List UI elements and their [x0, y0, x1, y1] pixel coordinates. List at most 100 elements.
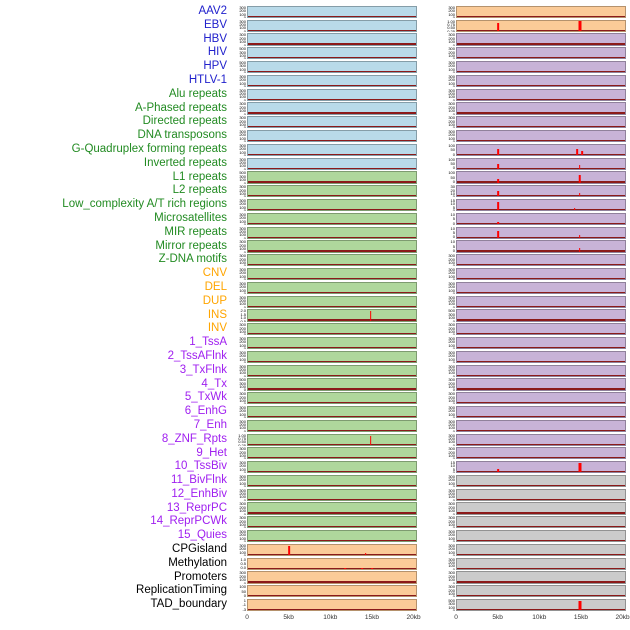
- track-row-hiv: HIV 500 300 100 0 300 200 100 0: [0, 46, 630, 60]
- y-tick-label: 200: [239, 104, 246, 110]
- track-row-dna-transposons: DNA transposons 300 200 100 0 300 200 100 0: [0, 129, 630, 143]
- track-label: 7_Enh: [193, 418, 227, 431]
- y-tick-label: 200: [448, 270, 455, 276]
- y-tick-label: 0: [243, 42, 246, 46]
- track-panel-right: [456, 516, 626, 529]
- signal-baseline: [457, 512, 625, 514]
- y-tick-label: 100: [448, 494, 455, 500]
- signal-baseline: [457, 346, 625, 349]
- track-row-11-bivflnk: 11_BivFlnk 300 200 100 0 300 200 100 0: [0, 474, 630, 488]
- y-axis-ticks-left: 300 200 100 0: [234, 102, 247, 114]
- y-axis-ticks-left: 300 200 100 0: [234, 268, 247, 280]
- y-tick-label: 300: [239, 185, 246, 190]
- signal-baseline: [457, 484, 625, 487]
- y-tick-label: 0: [243, 497, 246, 501]
- y-tick-label: 50: [450, 147, 455, 153]
- y-tick-label: 200: [448, 587, 455, 593]
- track-panel-left: [247, 5, 417, 18]
- y-tick-label: 30: [450, 185, 455, 190]
- y-tick-label: 300: [448, 557, 455, 562]
- y-tick-label: 200: [239, 532, 246, 538]
- y-tick-label: 100: [448, 11, 455, 17]
- track-panel-right: [456, 33, 626, 46]
- track-label: 6_EnhG: [184, 405, 227, 418]
- y-tick-label: -3: [242, 606, 246, 612]
- y-tick-label: 200: [239, 463, 246, 469]
- track-panel-left: [247, 392, 417, 405]
- y-axis-ticks-left: 300 200 100 0: [234, 351, 247, 363]
- y-tick-label: 100: [448, 80, 455, 86]
- y-tick-label: 5: [452, 204, 455, 210]
- x-tick-label: 10kb: [323, 614, 338, 622]
- y-axis-ticks-right: 300 200 100 0: [443, 102, 456, 114]
- track-panel-left: [247, 198, 417, 212]
- x-tick-label: 20kb: [615, 614, 630, 622]
- y-tick-label: 0: [243, 332, 246, 336]
- y-tick-label: 200: [448, 573, 455, 579]
- y-tick-label: 300: [448, 267, 455, 272]
- signal-spike: [581, 150, 583, 155]
- signal-baseline: [457, 553, 625, 556]
- track-panel-left: [247, 102, 417, 115]
- y-tick-label: 100: [448, 143, 455, 148]
- y-tick-label: 200: [448, 394, 455, 400]
- y-tick-label: 100: [448, 535, 455, 541]
- y-tick-label: 1.0: [240, 557, 246, 562]
- signal-baseline: [248, 443, 416, 445]
- signal-baseline: [248, 595, 416, 597]
- y-axis-ticks-right: 300 200 100 0: [443, 406, 456, 418]
- track-panel-right: [456, 19, 626, 32]
- y-axis-ticks-left: 300 200 100 0: [234, 323, 247, 335]
- y-tick-label: 0: [452, 290, 455, 294]
- y-tick-label: 100: [448, 287, 455, 293]
- y-tick-label: 300: [239, 461, 246, 466]
- y-tick-label: 300: [448, 392, 455, 397]
- y-tick-label: 50: [450, 174, 455, 180]
- y-axis-ticks-right: 300 200 100 0: [443, 447, 456, 459]
- y-axis-ticks-right: 300 200 100 0: [443, 475, 456, 487]
- signal-baseline: [457, 526, 625, 528]
- y-tick-label: 300: [239, 350, 246, 355]
- x-tick-label: 20kb: [406, 614, 421, 622]
- y-tick-label: 300: [239, 129, 246, 134]
- y-tick-label: 200: [239, 518, 246, 524]
- y-tick-label: 100: [448, 121, 455, 127]
- signal-baseline: [457, 291, 625, 293]
- y-tick-label: 300: [239, 474, 246, 479]
- track-panel-left: [247, 364, 417, 377]
- signal-spike: [578, 21, 582, 31]
- track-row-l2-repeats: L2 repeats 300 200 100 0 30 20 10 0: [0, 184, 630, 198]
- track-label: 13_ReprPC: [166, 501, 227, 514]
- y-tick-label: 0: [243, 553, 246, 557]
- signal-baseline: [457, 595, 625, 597]
- y-tick-label: 2.0: [240, 309, 246, 314]
- track-label: 2_TssAFlnk: [167, 349, 227, 362]
- y-axis-ticks-right: 300 200 100 0: [443, 544, 456, 556]
- track-label: 5_TxWk: [184, 391, 227, 404]
- y-tick-label: 500: [239, 47, 246, 52]
- y-tick-label: 300: [239, 102, 246, 107]
- y-tick-label: 300: [239, 267, 246, 272]
- track-panel-left: [247, 530, 417, 543]
- y-tick-label: 100: [239, 66, 246, 72]
- y-tick-label: 500: [239, 378, 246, 383]
- signal-baseline: [457, 319, 625, 321]
- y-tick-label: 300: [448, 378, 455, 383]
- track-row-3-txflnk: 3_TxFlnk 300 200 100 0 300 200 100 0: [0, 364, 630, 378]
- track-label: 1_TssA: [189, 336, 227, 349]
- y-tick-label: 300: [239, 364, 246, 369]
- y-tick-label: 300: [448, 281, 455, 286]
- y-tick-label: 100: [239, 342, 246, 348]
- y-tick-label: 100: [448, 439, 455, 445]
- y-tick-label: 100: [239, 52, 246, 58]
- track-panel-right: [456, 267, 626, 281]
- signal-baseline: [457, 264, 625, 266]
- y-tick-label: 0: [452, 263, 455, 267]
- y-tick-label: 300: [239, 63, 246, 69]
- track-panel-left: [247, 295, 417, 308]
- y-tick-label: 300: [239, 254, 246, 259]
- y-tick-label: 200: [448, 284, 455, 290]
- track-row-9-het: 9_Het 300 200 100 0 300 200 100 0: [0, 447, 630, 461]
- track-label: Inverted repeats: [143, 156, 227, 169]
